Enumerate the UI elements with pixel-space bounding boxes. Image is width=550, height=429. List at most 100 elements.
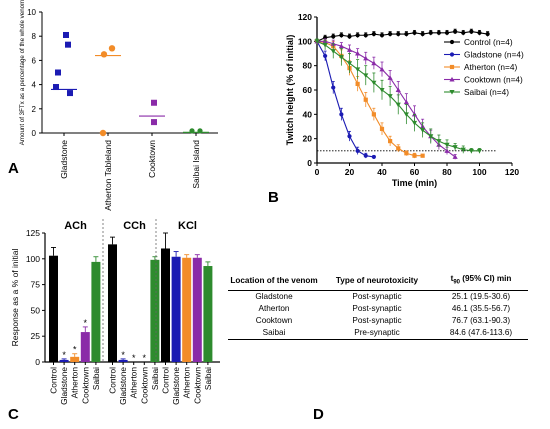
data-point [460,147,466,153]
legend-marker [449,52,455,57]
panel-a: 0 2 4 6 8 10 Amount of 3FTx as a percentage of… [0,0,230,211]
data-point [379,126,385,132]
data-point [197,128,203,134]
x-tick-label: Gladstone [59,367,69,405]
table-cell: 76.7 (63.1-90.3) [451,316,511,326]
data-point [53,84,59,91]
series-line [316,40,423,157]
data-point [363,97,368,102]
x-tick-label: Cooktown [80,367,90,404]
data-point [338,55,344,60]
data-point [411,120,418,126]
data-point [420,128,426,133]
significance-star: * [62,350,66,360]
x-tick-label: Cooktown [139,367,149,404]
data-point [339,112,344,117]
data-point [346,61,353,66]
significance-star: * [132,353,136,363]
data-point [363,33,368,38]
table-cell: Atherton [258,304,290,314]
data-point [371,60,377,66]
x-tick-label: Atherton [129,367,139,399]
table-row: Gladstone Post-synaptic 25.1 (19.5-30.6) [228,290,528,303]
x-tick-label: Saibai [203,367,213,390]
data-point [151,119,157,126]
data-point [331,34,336,39]
data-point [396,31,401,37]
legend-label: Saibai (n=4) [464,87,509,97]
data-point [331,85,336,90]
x-tick-label: Control [108,367,118,394]
data-point [388,31,393,37]
legend-label: Atherton (n=4) [464,62,518,72]
table-cell: Gladstone [255,292,293,302]
x-tick-label: Saibai Island [191,140,201,189]
x-tick-label: 100 [472,167,486,177]
table-cell: Pre-synaptic [320,326,434,340]
y-tick-label: 2 [32,105,37,114]
data-point [387,94,393,99]
panel-label-a: A [8,160,19,177]
data-point [330,49,336,54]
y-axis-label: Response as a % of initial [10,248,20,346]
t90-table: Location of the venom Type of neurotoxic… [228,272,528,340]
series-line [316,31,488,42]
x-tick-label: 60 [410,167,420,177]
data-point [404,31,409,37]
data-point [355,67,361,72]
significance-star: * [84,318,88,328]
y-tick-label: 60 [303,85,313,95]
table-cell: Cooktown [255,316,293,326]
data-point [444,30,450,35]
legend-label: Cooktown (n=4) [464,75,523,85]
data-point [379,66,385,72]
data-point [355,50,361,56]
table-cell: Post-synaptic [352,304,402,314]
x-tick-label: Cooktown [192,367,202,404]
data-point [363,73,369,78]
data-point [453,29,458,34]
x-tick-label: 80 [442,167,452,177]
column-header-t90: t90 (95% CI) min [434,272,528,291]
table-header-row: Location of the venom Type of neurotoxic… [228,272,528,291]
data-point [396,146,401,151]
chart-b: 0 20 40 60 80 100 120 0 20 40 60 80 100 120 Time (min)… [285,12,524,188]
data-point [428,30,433,35]
legend-marker [449,76,455,82]
table-row: Atherton Post-synaptic 46.1 (35.5-56.7) [228,303,528,315]
bar [59,359,69,362]
data-point [388,139,393,144]
data-point [347,134,352,139]
y-tick-label: 0 [307,158,312,168]
y-tick-label: 125 [26,228,40,238]
bar [70,356,80,362]
data-point [347,34,352,39]
y-tick-label: 6 [32,56,37,65]
x-axis-label: Time (min) [392,178,437,188]
y-tick-label: 10 [27,8,36,17]
data-point [339,33,344,38]
data-point [314,39,320,44]
bar [150,259,160,362]
data-point [476,148,483,154]
bar [118,359,128,362]
data-point [151,99,157,106]
data-point [477,30,482,35]
x-tick-label: Atherton Tableland [103,140,113,211]
x-tick-label: Gladstone [171,367,181,405]
data-point [412,30,417,35]
x-tick-label: Cooktown [147,140,157,178]
data-point [436,139,442,144]
data-point [63,31,69,38]
data-point [403,112,409,117]
table-row: Saibai Pre-synaptic 84.6 (47.6-113.6) [228,326,528,340]
panel-label-c: C [8,406,19,423]
data-point [355,33,360,38]
bar [108,244,117,362]
data-point [371,112,376,117]
data-point [420,31,425,37]
x-tick-label: 40 [377,167,387,177]
group-label: CCh [123,220,146,232]
legend-marker [449,90,455,95]
